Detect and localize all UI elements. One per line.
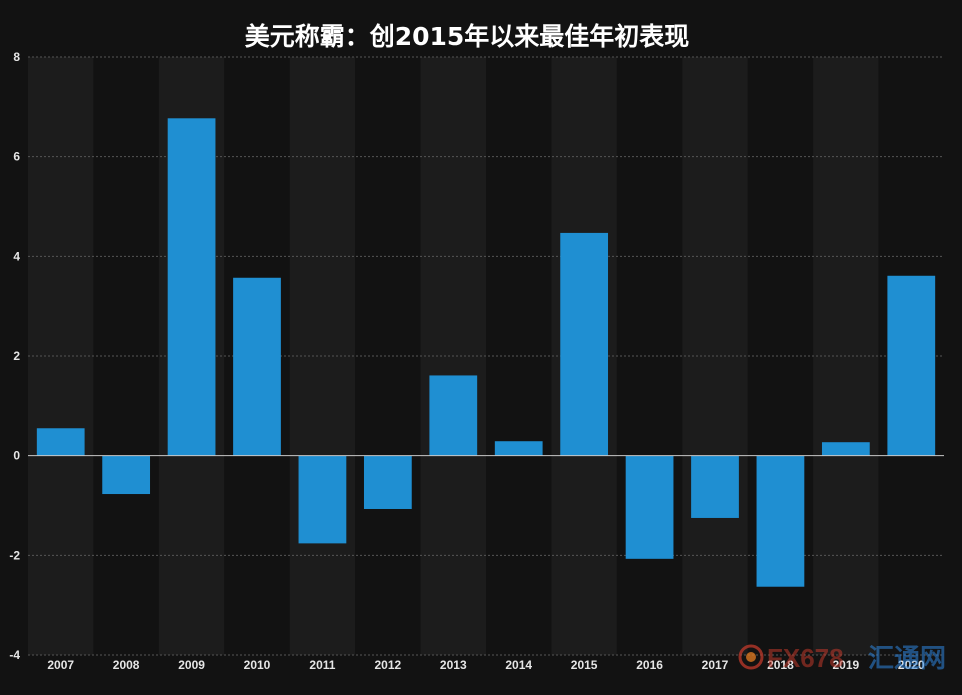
bar bbox=[429, 375, 478, 456]
bar bbox=[102, 455, 151, 495]
bar bbox=[821, 442, 870, 456]
watermark-suffix: 汇通网 bbox=[868, 643, 946, 673]
chart-title: 美元称霸：创2015年以来最佳年初表现 bbox=[245, 22, 690, 51]
y-tick-label: -4 bbox=[9, 648, 20, 662]
x-tick-label: 2014 bbox=[505, 658, 532, 672]
x-tick-label: 2007 bbox=[47, 658, 74, 672]
x-tick-label: 2015 bbox=[571, 658, 598, 672]
y-axis-ticks: 8 6 4 2 0 -2 -4 bbox=[9, 50, 20, 662]
bar bbox=[167, 118, 216, 456]
x-tick-label: 2013 bbox=[440, 658, 467, 672]
x-tick-label: 2008 bbox=[113, 658, 140, 672]
y-tick-label: 0 bbox=[13, 449, 20, 463]
x-tick-label: 2019 bbox=[833, 658, 860, 672]
bar bbox=[691, 455, 739, 518]
bar bbox=[36, 428, 85, 456]
bar bbox=[298, 455, 347, 544]
x-tick-label: 2018 bbox=[767, 658, 794, 672]
bar bbox=[494, 441, 543, 456]
x-tick-label: 2010 bbox=[244, 658, 271, 672]
x-tick-label: 2012 bbox=[375, 658, 402, 672]
y-tick-label: -2 bbox=[9, 548, 20, 562]
y-tick-label: 2 bbox=[13, 349, 20, 363]
bar bbox=[887, 275, 936, 456]
x-tick-label: 2017 bbox=[702, 658, 729, 672]
bar-series bbox=[36, 118, 936, 587]
bar bbox=[560, 232, 609, 456]
y-tick-label: 6 bbox=[13, 150, 20, 164]
bar bbox=[363, 455, 412, 509]
bar bbox=[233, 277, 281, 456]
bar bbox=[625, 455, 674, 559]
x-axis-ticks: 2007 2008 2009 2010 2011 2012 2013 2014 2015 2016… bbox=[47, 658, 925, 672]
fx678-logo-icon bbox=[738, 644, 764, 670]
x-tick-label: 2009 bbox=[178, 658, 205, 672]
x-tick-label: 2011 bbox=[309, 658, 335, 672]
fx678-watermark: FX678 汇通网 bbox=[738, 643, 946, 673]
bar bbox=[756, 455, 805, 587]
y-tick-label: 4 bbox=[13, 249, 20, 263]
x-tick-label: 2020 bbox=[898, 658, 925, 672]
y-tick-label: 8 bbox=[13, 50, 20, 64]
watermark-brand: FX678 bbox=[767, 643, 844, 673]
x-tick-label: 2016 bbox=[636, 658, 663, 672]
